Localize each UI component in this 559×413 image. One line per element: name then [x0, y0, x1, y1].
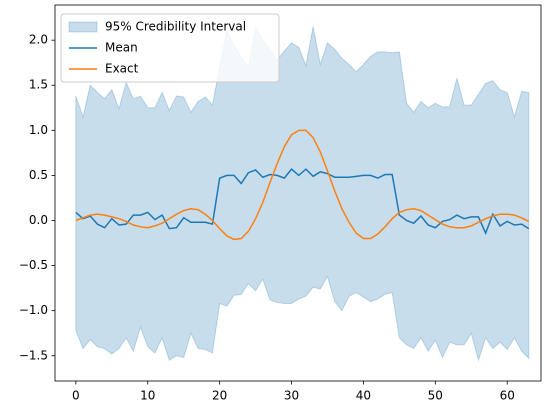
x-tick-label: 20	[212, 389, 227, 403]
y-tick-label: 1.5	[29, 78, 48, 92]
legend-swatch	[68, 21, 98, 33]
line	[75, 129, 530, 241]
line	[75, 168, 530, 236]
y-tick-label: −1.0	[19, 303, 48, 317]
legend-label: Mean	[105, 41, 138, 55]
y-tick-label: 1.0	[29, 123, 48, 137]
x-tick-label: 30	[284, 389, 299, 403]
legend: 95% Credibility Interval Mean Exact	[60, 13, 280, 83]
y-tick-label: −1.5	[19, 348, 48, 362]
x-tick-label: 60	[500, 389, 515, 403]
x-tick-label: 50	[428, 389, 443, 403]
y-tick-label: −0.5	[19, 258, 48, 272]
x-tick-label: 10	[140, 389, 155, 403]
legend-box	[60, 13, 280, 83]
legend-label: Exact	[105, 62, 139, 76]
y-tick-label: 2.0	[29, 33, 48, 47]
y-tick-label: 0.5	[29, 168, 48, 182]
x-tick-label: 0	[72, 389, 80, 403]
plot-frame	[54, 4, 542, 382]
x-tick-label: 40	[356, 389, 371, 403]
y-tick-label: 0.0	[29, 213, 48, 227]
legend-label: 95% Credibility Interval	[105, 20, 246, 34]
